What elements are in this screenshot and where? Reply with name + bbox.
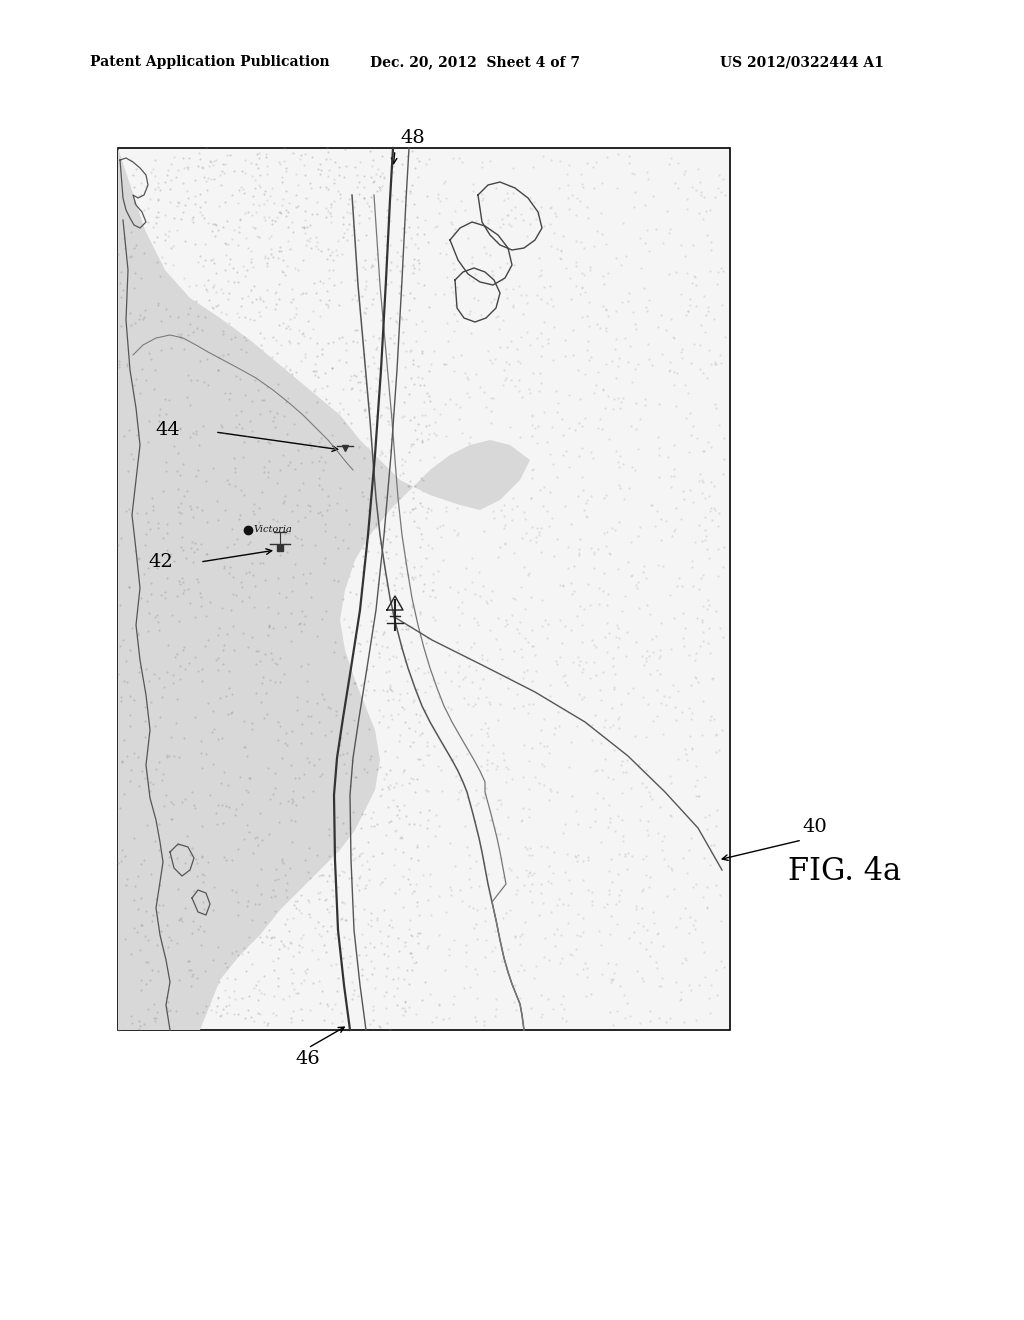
Text: 44: 44 — [155, 421, 180, 440]
Text: Patent Application Publication: Patent Application Publication — [90, 55, 330, 69]
Text: 40: 40 — [802, 818, 826, 836]
Text: FIG. 4a: FIG. 4a — [788, 857, 901, 887]
Text: 46: 46 — [295, 1049, 319, 1068]
Polygon shape — [118, 148, 530, 1030]
Text: 42: 42 — [148, 553, 173, 572]
Text: 48: 48 — [400, 129, 425, 147]
Text: Victoria: Victoria — [253, 525, 292, 535]
Bar — [118, 148, 730, 1030]
Text: US 2012/0322444 A1: US 2012/0322444 A1 — [720, 55, 884, 69]
Text: Dec. 20, 2012  Sheet 4 of 7: Dec. 20, 2012 Sheet 4 of 7 — [370, 55, 580, 69]
